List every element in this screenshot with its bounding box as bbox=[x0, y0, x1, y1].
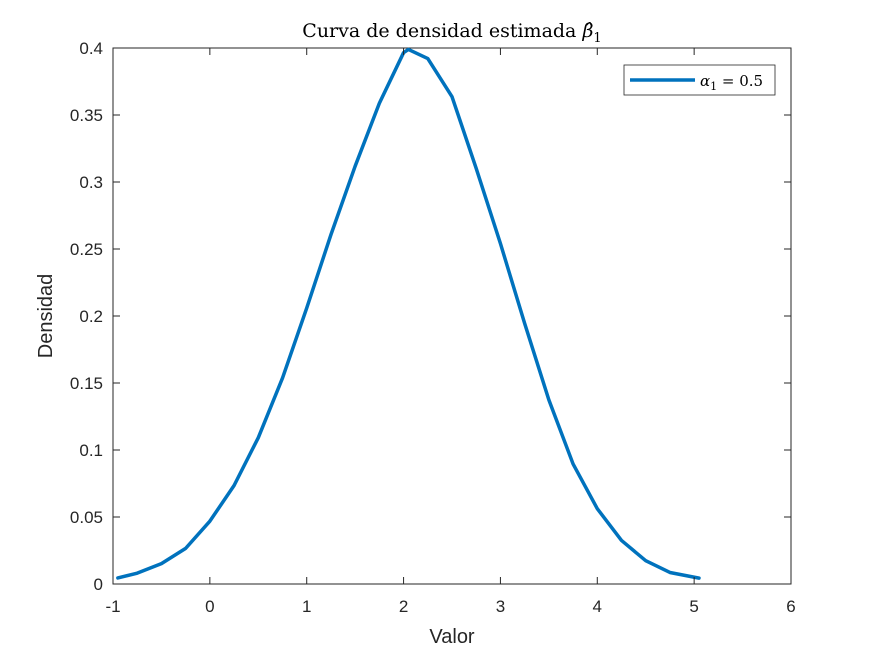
y-tick-label: 0.1 bbox=[79, 441, 103, 460]
y-tick-label: 0.3 bbox=[79, 173, 103, 192]
plot-box bbox=[112, 47, 792, 585]
x-tick-label: 6 bbox=[786, 597, 795, 616]
legend: α1 = 0.5 bbox=[623, 64, 776, 96]
plot-area bbox=[112, 47, 792, 585]
x-tick-label: 1 bbox=[302, 597, 311, 616]
y-axis: 0 0.05 0.1 0.15 0.2 0.25 0.3 0.35 0.4 bbox=[70, 39, 791, 594]
x-tick-label: 4 bbox=[593, 597, 602, 616]
title-beta-symbol: β̂ bbox=[581, 20, 593, 42]
legend-entry-label: α1 = 0.5 bbox=[700, 72, 763, 93]
y-tick-label: 0.4 bbox=[79, 39, 103, 58]
x-tick-label: 2 bbox=[399, 597, 408, 616]
x-tick-label: 5 bbox=[689, 597, 698, 616]
x-axis: -1 0 1 2 3 4 5 6 bbox=[105, 48, 796, 616]
chart-title: Curva de densidad estimada β̂1 bbox=[302, 20, 601, 46]
x-axis-label: Valor bbox=[429, 626, 475, 648]
y-axis-label: Densidad bbox=[35, 274, 57, 359]
y-tick-label: 0.05 bbox=[70, 508, 103, 527]
y-tick-label: 0 bbox=[94, 575, 103, 594]
title-subscript: 1 bbox=[593, 31, 601, 46]
y-tick-label: 0.2 bbox=[79, 307, 103, 326]
x-tick-label: -1 bbox=[105, 597, 120, 616]
density-series-line bbox=[116, 47, 701, 580]
y-tick-label: 0.25 bbox=[70, 240, 103, 259]
x-tick-label: 0 bbox=[205, 597, 214, 616]
y-tick-label: 0.15 bbox=[70, 374, 103, 393]
x-tick-label: 3 bbox=[496, 597, 505, 616]
y-tick-label: 0.35 bbox=[70, 106, 103, 125]
series-layer bbox=[116, 47, 701, 580]
